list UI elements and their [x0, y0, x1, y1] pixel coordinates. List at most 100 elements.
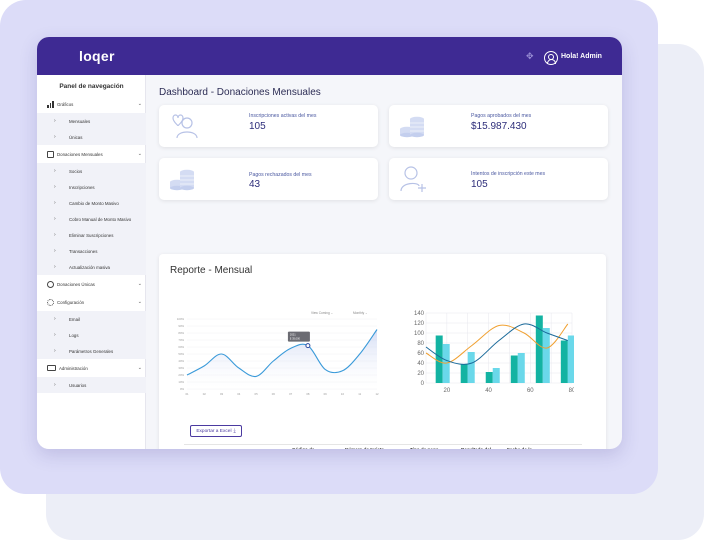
top-bar: loqer ✥ Hola! Admin	[37, 37, 622, 75]
export-excel-button[interactable]: Exportar a Excel ⤓	[190, 425, 242, 437]
sidebar-section[interactable]: Configuración ⌄	[37, 293, 146, 311]
x-tick-label: 11	[358, 392, 361, 396]
sidebar-item-label: Socios	[69, 168, 83, 174]
card-label: Intentos de inscripción este mes	[471, 171, 546, 177]
sidebar-item-label: Cobro Manual de Monto Masivo	[69, 216, 132, 222]
sidebar-item[interactable]: › Cambio de Monto Masivo	[37, 195, 146, 211]
tooltip-box	[287, 331, 310, 342]
user-avatar-icon[interactable]	[544, 51, 558, 65]
chevron-right-icon: ›	[54, 382, 56, 388]
chart-frequency-select[interactable]: Monthly ⌄	[353, 311, 368, 315]
column-header[interactable]: Tipo de pago	[410, 447, 452, 449]
column-header[interactable]: Fecha de la transacción	[507, 447, 549, 449]
sidebar-item-label: Email	[69, 316, 80, 322]
x-tick-label: 08	[306, 392, 310, 396]
user-greeting[interactable]: Hola! Admin	[561, 53, 602, 60]
bar-line-chart-svg: 140 120 100 80 60 40 20 0 20 40 60 80	[414, 311, 576, 394]
y-tick-label: 120	[414, 321, 425, 327]
card-value: 105	[471, 179, 488, 190]
sidebar-section[interactable]: Gráficos ⌄	[37, 95, 146, 113]
chevron-right-icon: ›	[54, 264, 56, 270]
column-header[interactable]: Código de autorización	[292, 447, 334, 449]
bar	[567, 335, 575, 383]
sidebar-item[interactable]: › Parámetros Generales	[37, 343, 146, 359]
card-rejected-payments: Pagos rechazados del mes 43	[159, 158, 378, 200]
sidebar-section-label: Donaciones Mensuales	[57, 151, 103, 157]
column-header[interactable]: Resultado del pago	[461, 447, 503, 449]
bar	[560, 340, 568, 383]
tooltip-label: 2021	[290, 333, 296, 337]
x-tick-label: 07	[289, 392, 293, 396]
sidebar-item-label: Usuarios	[69, 382, 87, 388]
sidebar-item[interactable]: › Cobro Manual de Monto Masivo	[37, 211, 146, 227]
sidebar-item-label: Parámetros Generales	[69, 348, 114, 354]
x-tick-label: 04	[237, 392, 241, 396]
table-header: #RutNombresApellidosEmailCódigo de autor…	[184, 444, 582, 449]
sidebar-section-label: Configuración	[57, 299, 85, 305]
card-subscription-attempts: Intentos de inscripción este mes 105	[389, 158, 608, 200]
app-logo[interactable]: loqer	[79, 48, 115, 64]
y-tick-label: 60%	[178, 345, 184, 349]
sidebar-item[interactable]: › Actualización masiva	[37, 259, 146, 275]
gear-icon	[47, 298, 54, 306]
x-tick-label: 01	[185, 392, 189, 396]
bar	[460, 364, 468, 383]
bar	[510, 355, 518, 383]
y-tick-label: 30%	[178, 366, 184, 370]
chart-period-select[interactable]: View Coming ⌄	[311, 311, 334, 315]
sidebar-section[interactable]: Donaciones Mensuales ⌄	[37, 145, 146, 163]
chevron-right-icon: ›	[54, 134, 56, 140]
sidebar-nav: Gráficos ⌄ › Mensuales › Únicas Donaciones Men…	[37, 95, 146, 393]
area-chart-svg: 100% 90% 80% 70% 60% 50% 40% 30% 20% 10% 0%01 02 03 0…	[177, 317, 379, 396]
sidebar-item-label: Mensuales	[69, 118, 91, 124]
chevron-right-icon: ›	[54, 248, 56, 254]
y-tick-label: 0%	[180, 387, 185, 391]
sidebar-item[interactable]: › Email	[37, 311, 146, 327]
column-header[interactable]: Número de tarjeta	[345, 447, 387, 449]
series-line	[186, 329, 378, 378]
fullscreen-icon[interactable]: ✥	[526, 51, 534, 61]
coins-icon	[170, 169, 194, 191]
sidebar-item[interactable]: › Usuarios	[37, 377, 146, 393]
bar	[535, 315, 543, 383]
sidebar-section[interactable]: Administración ⌄	[37, 359, 146, 377]
x-tick-label: 20	[444, 388, 451, 394]
sidebar-item[interactable]: › Mensuales	[37, 113, 146, 129]
x-tick-label: 06	[272, 392, 276, 396]
y-tick-label: 80%	[178, 331, 184, 335]
sidebar-section-label: Administración	[59, 365, 88, 371]
card-label: Inscripciones activas del mes	[249, 113, 317, 119]
page-title: Dashboard - Donaciones Mensuales	[159, 87, 321, 98]
sidebar-section[interactable]: Donaciones Únicas ⌄	[37, 275, 146, 293]
report-title: Reporte - Mensual	[170, 265, 253, 276]
sidebar-item[interactable]: › Eliminar Suscripciones	[37, 227, 146, 243]
chevron-down-icon: ⌄	[137, 299, 142, 305]
chevron-right-icon: ›	[54, 168, 56, 174]
sidebar-item[interactable]: › Únicas	[37, 129, 146, 145]
bar	[492, 368, 500, 383]
x-tick-label: 03	[220, 392, 224, 396]
main-content: Dashboard - Donaciones Mensuales Inscrip…	[147, 75, 622, 449]
x-tick-label: 12	[375, 392, 379, 396]
y-tick-label: 20%	[178, 373, 184, 377]
x-tick-label: 80	[569, 388, 574, 394]
sidebar-item[interactable]: › Logs	[37, 327, 146, 343]
chevron-right-icon: ›	[54, 118, 56, 124]
sidebar-item[interactable]: › Inscripciones	[37, 179, 146, 195]
card-active-subscriptions: Inscripciones activas del mes 105	[159, 105, 378, 147]
sidebar-item-label: Transacciones	[69, 248, 98, 254]
y-tick-label: 90%	[178, 324, 184, 328]
series-line	[425, 323, 568, 365]
sidebar-section-label: Gráficos	[57, 101, 74, 107]
chevron-right-icon: ›	[54, 232, 56, 238]
card-value: 105	[249, 121, 266, 132]
highlight-point	[305, 343, 311, 349]
chart-period-select-value: View Coming	[311, 311, 330, 315]
card-label: Pagos aprobados del mes	[471, 113, 532, 119]
sidebar-item-label: Cambio de Monto Masivo	[69, 200, 119, 206]
y-tick-label: 80	[417, 341, 424, 347]
sidebar-item-label: Inscripciones	[69, 184, 95, 190]
sidebar-item[interactable]: › Socios	[37, 163, 146, 179]
sidebar-item[interactable]: › Transacciones	[37, 243, 146, 259]
sidebar-title: Panel de navegación	[59, 83, 124, 90]
